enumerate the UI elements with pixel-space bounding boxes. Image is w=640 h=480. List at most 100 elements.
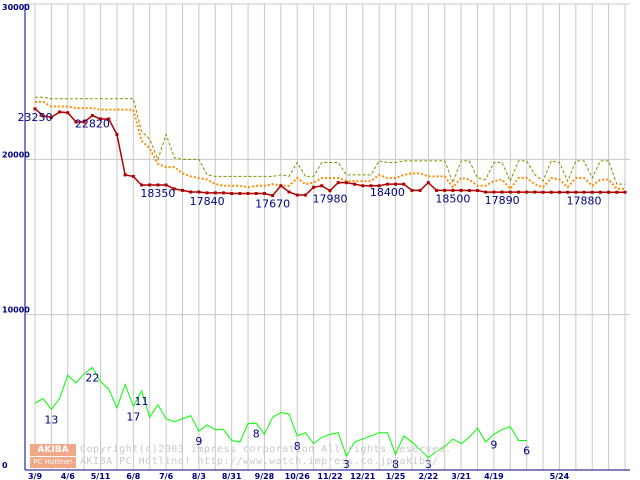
data-point-minimum bbox=[623, 190, 627, 194]
min-price-label: 18500 bbox=[435, 192, 470, 205]
x-tick-label: 6/8 bbox=[126, 472, 140, 480]
x-tick-label: 8/31 bbox=[222, 472, 242, 480]
data-point-minimum bbox=[394, 182, 398, 186]
min-price-label: 22820 bbox=[75, 118, 110, 131]
data-point-minimum bbox=[230, 192, 234, 196]
data-point-minimum bbox=[459, 188, 463, 192]
data-point-minimum bbox=[90, 114, 94, 118]
data-point-minimum bbox=[99, 117, 103, 121]
copyright-watermark: AKIBA PC Hotline! Copyright(c)2003 impre… bbox=[30, 444, 500, 470]
min-price-label: 18400 bbox=[370, 186, 405, 199]
logo-top-text: AKIBA bbox=[30, 444, 76, 456]
min-price-label: 17670 bbox=[255, 198, 290, 211]
min-price-label: 17890 bbox=[485, 194, 520, 207]
data-point-minimum bbox=[123, 173, 127, 177]
data-point-minimum bbox=[82, 120, 86, 124]
data-point-minimum bbox=[49, 115, 53, 119]
x-tick-label: 9/28 bbox=[255, 472, 275, 480]
data-point-minimum bbox=[574, 190, 578, 194]
min-price-label: 23250 bbox=[18, 111, 53, 124]
data-point-minimum bbox=[492, 190, 496, 194]
x-tick-label: 5/24 bbox=[550, 472, 570, 480]
x-tick-label: 11/22 bbox=[317, 472, 342, 480]
min-price-label: 17880 bbox=[567, 194, 602, 207]
url-line: AKIBA PC Hotline! http://www.watch.impre… bbox=[80, 456, 439, 467]
data-point-minimum bbox=[443, 188, 447, 192]
copyright-line: Copyright(c)2003 impress corporation All… bbox=[80, 444, 452, 455]
data-point-minimum bbox=[516, 190, 520, 194]
data-point-minimum bbox=[402, 182, 406, 186]
shop-count-label: 3 bbox=[343, 458, 350, 471]
x-tick-label: 2/22 bbox=[419, 472, 439, 480]
data-point-minimum bbox=[66, 111, 70, 115]
shop-count-label: 9 bbox=[195, 435, 202, 448]
data-point-minimum bbox=[344, 181, 348, 185]
x-tick-label: 5/11 bbox=[91, 472, 111, 480]
shop-count-label: 9 bbox=[490, 438, 497, 451]
data-point-minimum bbox=[246, 192, 250, 196]
data-point-minimum bbox=[336, 181, 340, 185]
data-point-minimum bbox=[476, 189, 479, 193]
data-point-minimum bbox=[181, 188, 184, 192]
data-point-minimum bbox=[205, 191, 209, 195]
x-tick-label: 4/6 bbox=[61, 472, 75, 480]
shop-count-label: 8 bbox=[253, 427, 260, 440]
data-point-minimum bbox=[607, 190, 611, 194]
data-point-minimum bbox=[418, 188, 422, 192]
shop-count-label: 22 bbox=[85, 371, 99, 384]
series-line-upper bbox=[35, 96, 625, 185]
data-point-minimum bbox=[164, 183, 168, 187]
logo-bottom-text: PC Hotline! bbox=[30, 457, 76, 468]
chart-axes: 0 10000 20000 30000 3/9 4/6 5/11 6/8 7/6 8/3 8/31 9… bbox=[2, 3, 630, 480]
data-point-minimum bbox=[541, 190, 545, 194]
data-point-minimum bbox=[566, 190, 570, 194]
series-line-average bbox=[35, 100, 625, 191]
shop-count-label: 3 bbox=[425, 458, 432, 471]
data-point-minimum bbox=[525, 190, 529, 194]
data-point-minimum bbox=[533, 190, 537, 194]
data-point-minimum bbox=[271, 194, 275, 198]
data-point-minimum bbox=[385, 182, 389, 186]
data-point-minimum bbox=[131, 174, 135, 178]
shop-count-label: 8 bbox=[294, 440, 301, 453]
data-point-minimum bbox=[107, 117, 111, 121]
data-point-minimum bbox=[254, 192, 258, 196]
data-point-minimum bbox=[582, 190, 586, 194]
shop-count-label: 11 bbox=[135, 395, 149, 408]
y-tick-label: 20000 bbox=[2, 150, 30, 159]
data-point-minimum bbox=[115, 132, 119, 136]
data-point-minimum bbox=[295, 193, 299, 197]
data-point-minimum bbox=[33, 107, 37, 111]
data-point-minimum bbox=[221, 191, 225, 195]
x-tick-label: 1/25 bbox=[386, 472, 406, 480]
data-point-minimum bbox=[238, 192, 242, 196]
data-point-minimum bbox=[287, 190, 291, 194]
x-tick-label: 4/19 bbox=[484, 472, 504, 480]
x-tick-label: 10/26 bbox=[285, 472, 311, 480]
min-price-label: 17980 bbox=[313, 193, 348, 206]
data-point-minimum bbox=[451, 188, 455, 192]
data-point-minimum bbox=[508, 190, 512, 194]
min-price-label: 18350 bbox=[140, 187, 175, 200]
data-point-minimum bbox=[312, 185, 316, 189]
y-tick-label: 0 bbox=[2, 461, 8, 470]
data-point-minimum bbox=[369, 184, 373, 188]
data-point-minimum bbox=[213, 191, 217, 195]
y-tick-label: 10000 bbox=[2, 306, 30, 315]
shop-count-label: 13 bbox=[44, 413, 58, 426]
data-point-minimum bbox=[353, 182, 357, 186]
data-point-minimum bbox=[58, 110, 62, 114]
data-point-minimum bbox=[172, 187, 176, 191]
chart-data-labels: 23250 22820 18350 17840 17670 17980 18400 18500… bbox=[18, 111, 602, 471]
data-point-minimum bbox=[410, 188, 414, 192]
x-tick-label: 3/9 bbox=[28, 472, 42, 480]
x-tick-label: 3/21 bbox=[451, 472, 471, 480]
data-point-minimum bbox=[156, 183, 160, 187]
data-point-minimum bbox=[426, 181, 430, 185]
chart-grid bbox=[25, 3, 630, 471]
data-point-minimum bbox=[557, 190, 561, 194]
akiba-logo: AKIBA PC Hotline! bbox=[30, 444, 76, 468]
data-point-minimum bbox=[467, 189, 471, 193]
data-point-minimum bbox=[148, 183, 152, 187]
shop-count-label: 6 bbox=[523, 444, 530, 457]
